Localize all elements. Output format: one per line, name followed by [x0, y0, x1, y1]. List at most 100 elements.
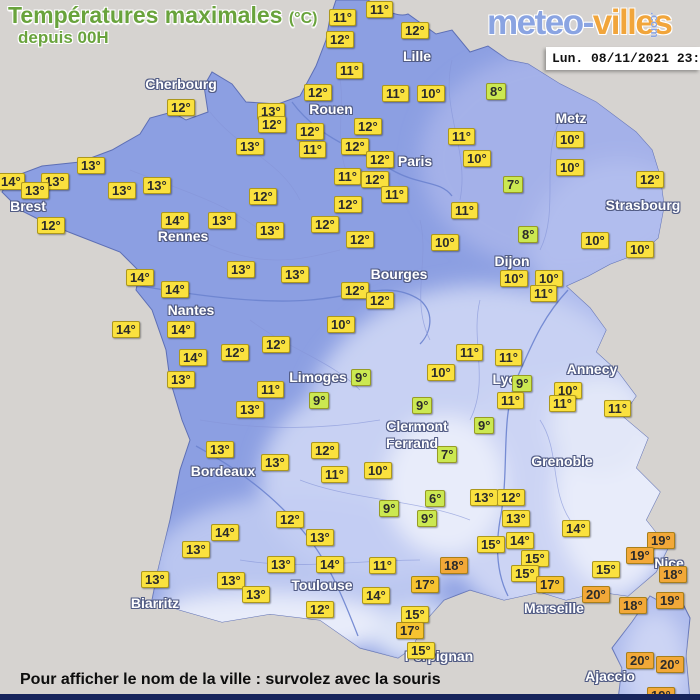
temp-badge[interactable]: 13°: [281, 266, 309, 283]
temp-badge[interactable]: 11°: [530, 285, 557, 302]
temp-badge[interactable]: 11°: [497, 392, 524, 409]
temp-badge[interactable]: 13°: [256, 222, 284, 239]
temp-badge[interactable]: 13°: [167, 371, 195, 388]
temp-badge[interactable]: 15°: [521, 550, 549, 567]
temp-badge[interactable]: 12°: [334, 196, 362, 213]
temp-badge[interactable]: 20°: [582, 586, 610, 603]
temp-badge[interactable]: 13°: [242, 586, 270, 603]
temp-badge[interactable]: 12°: [401, 22, 429, 39]
temp-badge[interactable]: 14°: [211, 524, 239, 541]
temp-badge[interactable]: 13°: [217, 572, 245, 589]
temp-badge[interactable]: 12°: [306, 601, 334, 618]
temp-badge[interactable]: 15°: [477, 536, 505, 553]
temp-badge[interactable]: 11°: [321, 466, 348, 483]
temp-badge[interactable]: 13°: [236, 401, 264, 418]
temp-badge[interactable]: 9°: [512, 375, 533, 392]
temp-badge[interactable]: 14°: [562, 520, 590, 537]
temp-badge[interactable]: 10°: [581, 232, 609, 249]
temp-badge[interactable]: 18°: [619, 597, 647, 614]
temp-badge[interactable]: 10°: [417, 85, 445, 102]
temp-badge[interactable]: 8°: [518, 226, 539, 243]
temp-badge[interactable]: 17°: [396, 622, 424, 639]
temp-badge[interactable]: 13°: [261, 454, 289, 471]
temp-badge[interactable]: 10°: [427, 364, 455, 381]
temp-badge[interactable]: 18°: [440, 557, 468, 574]
temp-badge[interactable]: 13°: [502, 510, 530, 527]
temp-badge[interactable]: 13°: [141, 571, 169, 588]
temp-badge[interactable]: 11°: [381, 186, 408, 203]
temp-badge[interactable]: 8°: [486, 83, 507, 100]
temp-badge[interactable]: 12°: [37, 217, 65, 234]
temp-badge[interactable]: 12°: [276, 511, 304, 528]
temp-badge[interactable]: 10°: [554, 382, 582, 399]
temp-badge[interactable]: 12°: [341, 282, 369, 299]
temp-badge[interactable]: 10°: [626, 241, 654, 258]
temp-badge[interactable]: 11°: [369, 557, 396, 574]
temp-badge[interactable]: 13°: [236, 138, 264, 155]
temp-badge[interactable]: 11°: [336, 62, 363, 79]
temp-badge[interactable]: 14°: [179, 349, 207, 366]
temp-badge[interactable]: 12°: [341, 138, 369, 155]
site-logo[interactable]: meteo-villes .com: [487, 3, 673, 43]
temp-badge[interactable]: 20°: [626, 652, 654, 669]
temp-badge[interactable]: 12°: [262, 336, 290, 353]
temp-badge[interactable]: 12°: [167, 99, 195, 116]
temp-badge[interactable]: 11°: [451, 202, 478, 219]
temp-badge[interactable]: 12°: [346, 231, 374, 248]
temp-badge[interactable]: 11°: [549, 395, 576, 412]
temp-badge[interactable]: 12°: [249, 188, 277, 205]
temp-badge[interactable]: 12°: [636, 171, 664, 188]
temp-badge[interactable]: 9°: [474, 417, 495, 434]
temp-badge[interactable]: 7°: [437, 446, 458, 463]
temp-badge[interactable]: 12°: [221, 344, 249, 361]
temp-badge[interactable]: 14°: [112, 321, 140, 338]
temp-badge[interactable]: 10°: [463, 150, 491, 167]
temp-badge[interactable]: 11°: [334, 168, 361, 185]
temp-badge[interactable]: 14°: [167, 321, 195, 338]
temp-badge[interactable]: 15°: [407, 642, 435, 659]
temp-badge[interactable]: 13°: [182, 541, 210, 558]
temp-badge[interactable]: 11°: [456, 344, 483, 361]
temp-badge[interactable]: 10°: [364, 462, 392, 479]
temp-badge[interactable]: 11°: [495, 349, 522, 366]
temp-badge[interactable]: 12°: [304, 84, 332, 101]
temp-badge[interactable]: 13°: [77, 157, 105, 174]
temp-badge[interactable]: 12°: [296, 123, 324, 140]
temp-badge[interactable]: 12°: [354, 118, 382, 135]
temp-badge[interactable]: 6°: [425, 490, 446, 507]
temp-badge[interactable]: 12°: [326, 31, 354, 48]
temp-badge[interactable]: 19°: [656, 592, 684, 609]
temp-badge[interactable]: 15°: [511, 565, 539, 582]
temp-badge[interactable]: 11°: [382, 85, 409, 102]
temp-badge[interactable]: 13°: [470, 489, 498, 506]
temp-badge[interactable]: 11°: [448, 128, 475, 145]
temp-badge[interactable]: 10°: [535, 270, 563, 287]
temp-badge[interactable]: 9°: [417, 510, 438, 527]
temp-badge[interactable]: 10°: [327, 316, 355, 333]
temp-badge[interactable]: 14°: [126, 269, 154, 286]
temp-badge[interactable]: 13°: [306, 529, 334, 546]
temp-badge[interactable]: 13°: [257, 103, 285, 120]
temp-badge[interactable]: 10°: [556, 159, 584, 176]
temp-badge[interactable]: 13°: [227, 261, 255, 278]
temp-badge[interactable]: 14°: [362, 587, 390, 604]
temp-badge[interactable]: 12°: [311, 442, 339, 459]
temp-badge[interactable]: 7°: [503, 176, 524, 193]
temp-badge[interactable]: 15°: [401, 606, 429, 623]
temp-badge[interactable]: 14°: [506, 532, 534, 549]
temp-badge[interactable]: 15°: [592, 561, 620, 578]
temp-badge[interactable]: 9°: [412, 397, 433, 414]
temp-badge[interactable]: 9°: [379, 500, 400, 517]
temp-badge[interactable]: 14°: [161, 281, 189, 298]
temp-badge[interactable]: 13°: [206, 441, 234, 458]
temp-badge[interactable]: 12°: [497, 489, 525, 506]
temp-badge[interactable]: 12°: [366, 151, 394, 168]
temp-badge[interactable]: 13°: [267, 556, 295, 573]
temp-badge[interactable]: 12°: [366, 292, 394, 309]
temp-badge[interactable]: 18°: [659, 566, 687, 583]
temp-badge[interactable]: 19°: [647, 532, 675, 549]
temp-badge[interactable]: 10°: [431, 234, 459, 251]
temp-badge[interactable]: 13°: [143, 177, 171, 194]
temp-badge[interactable]: 10°: [556, 131, 584, 148]
temp-badge[interactable]: 13°: [21, 182, 49, 199]
